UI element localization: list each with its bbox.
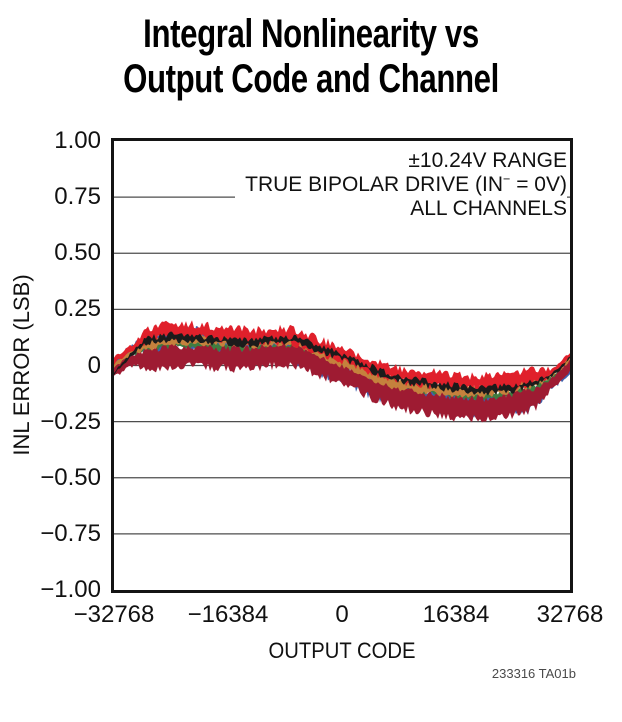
y-tick-label: −0.75: [40, 519, 101, 547]
x-tick-label: 32768: [536, 601, 604, 628]
y-tick-label: 0: [87, 351, 101, 379]
x-tick-label: 16384: [422, 601, 490, 628]
chart-title: Integral Nonlinearity vs Output Code and…: [68, 12, 553, 102]
x-tick-label: −32768: [73, 601, 155, 628]
y-axis-label: INL ERROR (LSB): [9, 274, 34, 456]
chart-title-line-2: Output Code and Channel: [123, 57, 499, 101]
y-tick-label: 0.25: [54, 295, 101, 323]
footnote-code: 233316 TA01b: [491, 666, 576, 681]
annotation-line-range: ±10.24V RANGE: [408, 149, 567, 172]
y-tick-label: 1.00: [54, 127, 101, 154]
y-tick-label: −1.00: [40, 576, 101, 603]
chart-title-line-1: Integral Nonlinearity vs: [143, 12, 479, 56]
y-tick-label: 0.75: [54, 183, 101, 211]
annotation-block: ±10.24V RANGE TRUE BIPOLAR DRIVE (IN− = …: [235, 149, 567, 221]
y-tick-label: 0.50: [54, 239, 101, 267]
y-tick-label: −0.25: [40, 407, 101, 435]
x-tick-label: −16384: [187, 601, 269, 628]
annotation-line-channels: ALL CHANNELS: [410, 197, 567, 220]
superscript-minus: −: [503, 172, 511, 186]
x-axis-label: OUTPUT CODE: [268, 638, 416, 663]
channel-black-trace: [114, 331, 570, 396]
annotation-line-drive: TRUE BIPOLAR DRIVE (IN− = 0V): [245, 172, 567, 196]
y-tick-label: −0.50: [40, 463, 101, 491]
x-tick-label: 0: [335, 601, 349, 628]
channel-maroon-trace: [114, 340, 570, 423]
traces-svg: [114, 196, 570, 535]
